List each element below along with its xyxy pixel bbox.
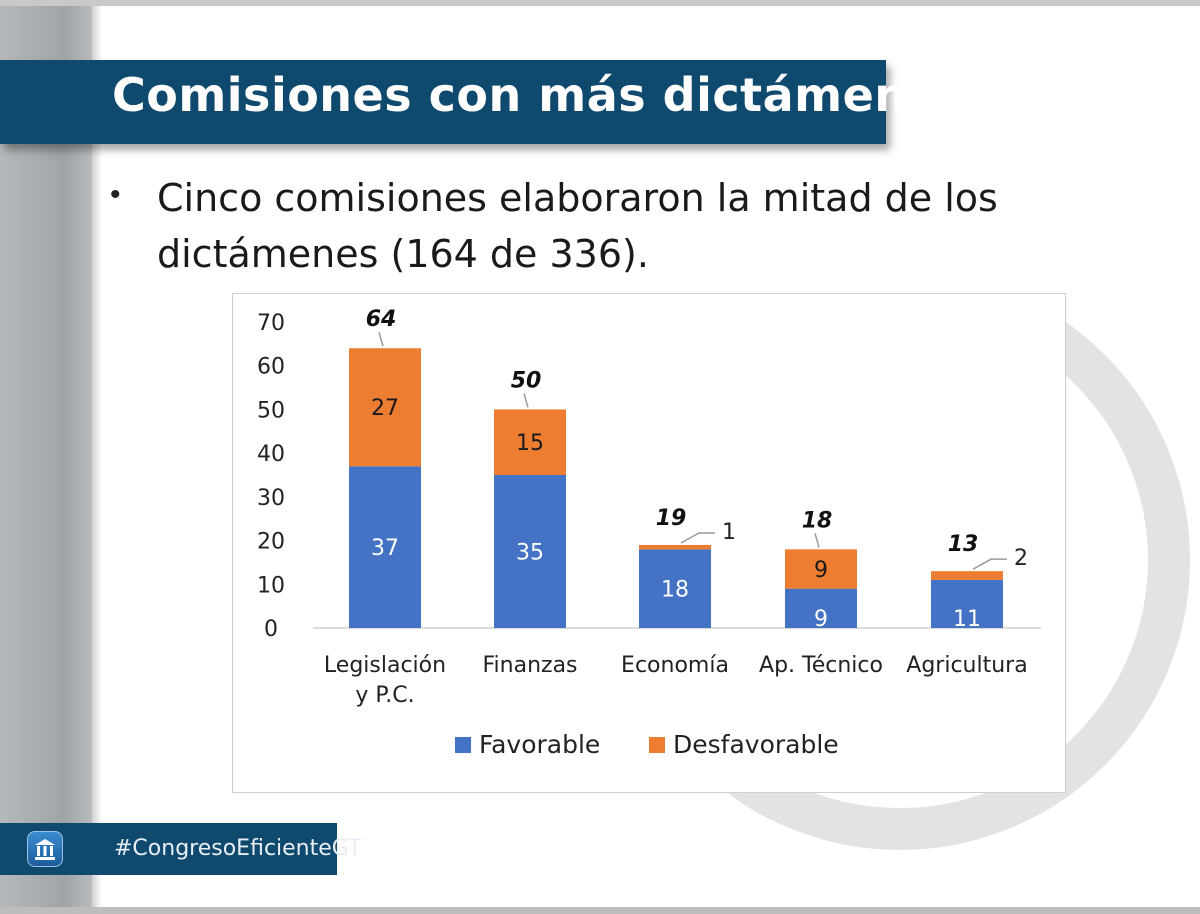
slide-title: Comisiones con más dictámenes [112,68,968,122]
bar-desfavorable [349,348,421,467]
y-tick-label: 60 [257,355,285,380]
bottom-border [0,907,1200,914]
legend-swatch-favorable [455,737,471,753]
bar-desfavorable [639,544,711,550]
bar-desfavorable [785,549,857,589]
y-tick-label: 10 [257,573,285,598]
y-tick-label: 50 [257,398,285,423]
y-tick-label: 20 [257,530,285,555]
total-leader-line [378,332,384,347]
side-shadow [92,6,102,907]
data-label-desfavorable: 9 [814,558,828,583]
data-label-favorable: 35 [516,541,544,566]
legend-label-desfavorable: Desfavorable [673,730,839,759]
top-border [0,0,1200,6]
bullet-text: Cinco comisiones elaboraron la mitad de … [157,176,998,276]
total-leader-line [814,533,820,548]
data-label-desfavorable: 15 [516,431,544,456]
bullet-marker: • [110,178,121,211]
total-leader-line [523,393,529,408]
title-banner [0,60,886,144]
chart-container: 0 10 20 30 40 50 60 70 37 27 64 Legislación y P.C. 35… [232,293,1066,793]
bar-favorable [931,579,1003,628]
data-label-favorable: 11 [953,607,981,632]
data-label-desfavorable: 1 [722,520,736,545]
x-category-label: Legislación [324,653,446,678]
y-tick-label: 0 [264,617,278,642]
data-label-total: 64 [366,307,397,332]
leader-line [972,558,1007,570]
side-bar [0,6,92,907]
data-label-favorable: 18 [661,578,689,603]
data-label-desfavorable: 2 [1014,546,1028,571]
y-tick-label: 30 [257,486,285,511]
data-label-total: 50 [511,368,542,393]
leader-line [680,532,715,544]
congress-building-icon [27,831,63,867]
bar-favorable [349,466,421,628]
y-tick-label: 70 [257,311,285,336]
x-category-label: Agricultura [906,653,1027,678]
data-label-total: 13 [948,532,979,557]
legend-label-favorable: Favorable [479,730,600,759]
x-category-label: Finanzas [482,653,577,678]
bar-desfavorable [494,409,566,475]
x-category-label: Economía [621,653,729,678]
x-category-label: Ap. Técnico [759,653,883,678]
bar-favorable [494,475,566,628]
data-label-favorable: 9 [814,607,828,632]
legend-swatch-desfavorable [649,737,665,753]
hashtag-label: #CongresoEficienteGT [114,836,362,861]
x-category-label: y P.C. [355,683,414,708]
data-label-desfavorable: 27 [371,396,399,421]
bar-desfavorable [931,571,1003,580]
y-tick-label: 40 [257,442,285,467]
data-label-favorable: 37 [371,536,399,561]
data-label-total: 18 [802,508,833,533]
stacked-bar-chart: 0 10 20 30 40 50 60 70 37 27 64 Legislación y P.C. 35… [257,307,1041,759]
data-label-total: 19 [656,506,687,531]
bar-favorable [639,549,711,628]
bar-favorable [785,588,857,628]
